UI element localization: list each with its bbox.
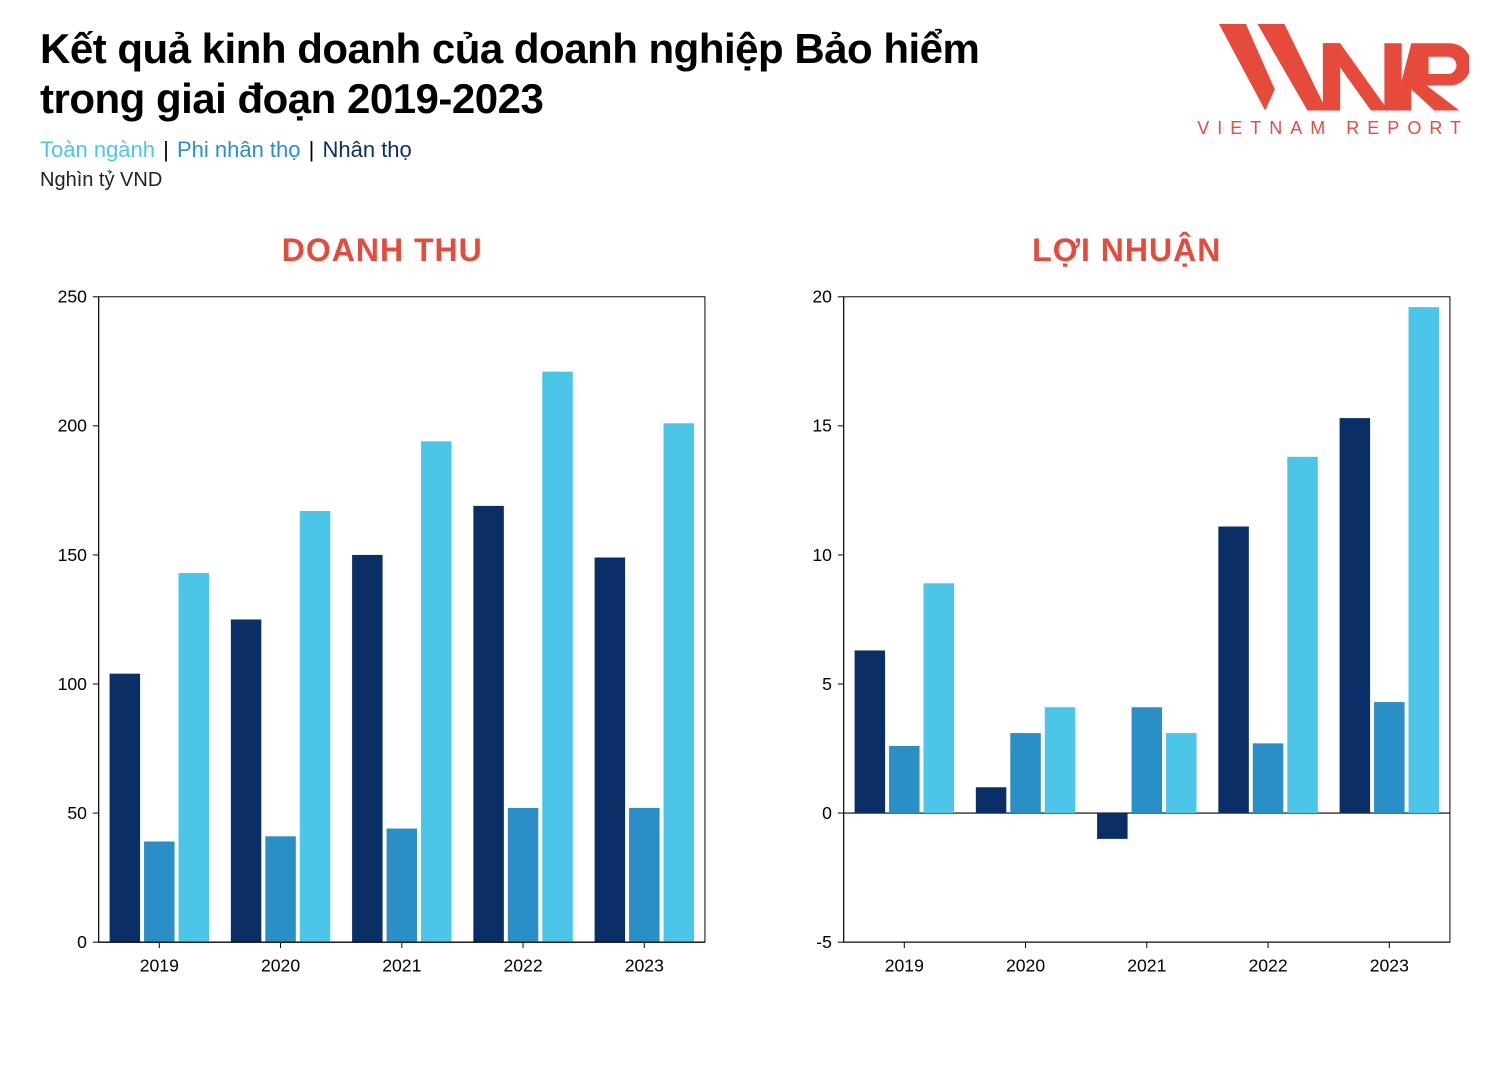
svg-text:10: 10 [812, 545, 832, 565]
svg-text:150: 150 [58, 545, 88, 565]
title-line-2: trong giai đoạn 2019-2023 [40, 75, 543, 122]
bar [1044, 707, 1074, 813]
profit-chart: -5 0 5 10 15 20 2019 2020 2021 2022 2023 [785, 287, 1470, 991]
title-line-1: Kết quả kinh doanh của doanh nghiệp Bảo … [40, 25, 979, 72]
header: Kết quả kinh doanh của doanh nghiệp Bảo … [40, 24, 1469, 192]
svg-text:0: 0 [77, 932, 87, 952]
bar [923, 583, 953, 813]
svg-text:15: 15 [812, 416, 832, 436]
bar [387, 829, 417, 943]
revenue-chart: 0 50 100 150 200 250 2019 2020 2021 2022 2023 [40, 287, 725, 991]
logo-subtext: VIETNAM REPORT [1197, 118, 1469, 139]
svg-text:250: 250 [58, 287, 88, 307]
legend: Toàn ngành | Phi nhân thọ | Nhân thọ [40, 137, 979, 163]
bar [265, 836, 295, 942]
svg-text:2022: 2022 [503, 956, 542, 976]
legend-item: Toàn ngành [40, 137, 155, 162]
legend-separator: | [161, 137, 171, 162]
bar [508, 808, 538, 942]
svg-text:2019: 2019 [884, 956, 923, 976]
unit-label: Nghìn tỷ VND [40, 169, 979, 192]
svg-text:0: 0 [822, 803, 832, 823]
bar [1166, 733, 1196, 813]
bar [110, 674, 140, 942]
bar [1374, 702, 1404, 813]
brand-logo: VIETNAM REPORT [1197, 24, 1469, 139]
bar [1218, 527, 1248, 814]
bar [595, 558, 625, 943]
vnr-logo-icon [1219, 24, 1469, 111]
svg-text:2021: 2021 [1127, 956, 1166, 976]
bar [854, 651, 884, 814]
bar [1010, 733, 1040, 813]
bar [1339, 418, 1369, 813]
bar [629, 808, 659, 942]
svg-text:20: 20 [812, 287, 832, 307]
bar [975, 787, 1005, 813]
legend-item: Nhân thọ [322, 137, 411, 162]
bar [300, 511, 330, 942]
bar [1131, 707, 1161, 813]
svg-text:2020: 2020 [261, 956, 300, 976]
svg-text:2022: 2022 [1248, 956, 1287, 976]
legend-item: Phi nhân thọ [177, 137, 301, 162]
bar [889, 746, 919, 813]
svg-text:2019: 2019 [140, 956, 179, 976]
svg-text:2021: 2021 [382, 956, 421, 976]
bar [664, 423, 694, 942]
bar [1408, 307, 1438, 813]
svg-text:50: 50 [67, 803, 87, 823]
bar [1287, 457, 1317, 813]
bar [473, 506, 503, 942]
bar [1252, 743, 1282, 813]
svg-text:2023: 2023 [1369, 956, 1408, 976]
bar [542, 372, 572, 943]
title-block: Kết quả kinh doanh của doanh nghiệp Bảo … [40, 24, 979, 192]
chart-panel-profit: LỢI NHUẬN -5 0 5 10 15 20 2019 2020 2021 2022 2023 [785, 232, 1470, 991]
bar [352, 555, 382, 942]
svg-text:-5: -5 [816, 932, 832, 952]
svg-text:200: 200 [58, 416, 88, 436]
chart-title-profit: LỢI NHUẬN [785, 232, 1470, 269]
svg-text:100: 100 [58, 674, 88, 694]
svg-text:2023: 2023 [625, 956, 664, 976]
svg-text:2020: 2020 [1005, 956, 1044, 976]
chart-panel-revenue: DOANH THU 0 50 100 150 200 250 2019 2020 2021 202… [40, 232, 725, 991]
bar [179, 573, 209, 942]
bar [231, 620, 261, 943]
bar [421, 441, 451, 942]
chart-title-revenue: DOANH THU [40, 232, 725, 269]
legend-separator: | [307, 137, 317, 162]
bar [144, 842, 174, 943]
charts-row: DOANH THU 050100150200250201920202021202… [40, 232, 1469, 991]
page-title: Kết quả kinh doanh của doanh nghiệp Bảo … [40, 24, 979, 123]
svg-text:5: 5 [822, 674, 832, 694]
bar [1097, 813, 1127, 839]
